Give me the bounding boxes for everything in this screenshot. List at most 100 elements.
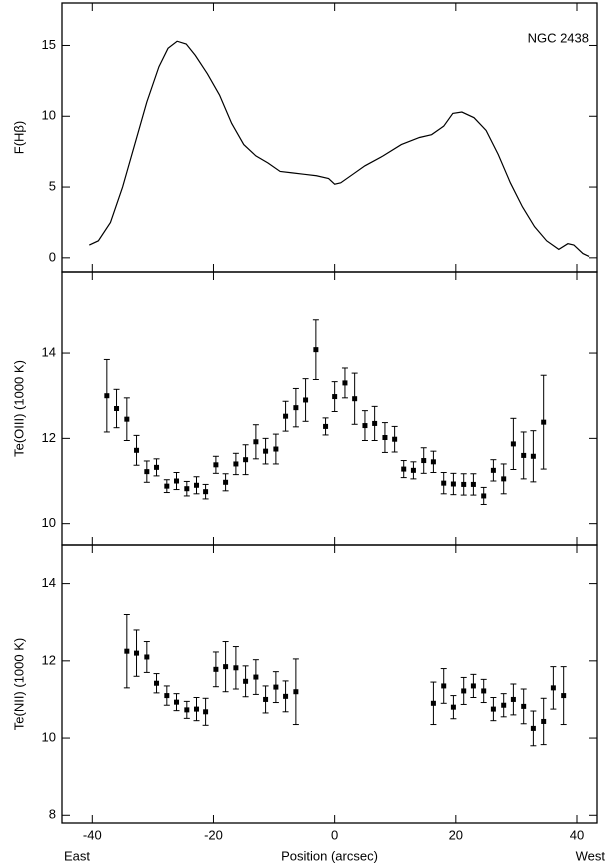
data-point: [273, 446, 279, 452]
data-point: [154, 680, 160, 686]
x-tick-label: -20: [204, 827, 223, 842]
data-point: [164, 483, 170, 489]
data-point: [382, 435, 388, 441]
data-point: [293, 689, 299, 695]
data-point: [352, 396, 358, 402]
x-annotation: West: [576, 848, 606, 863]
y-tick-label: 10: [42, 108, 56, 123]
data-point: [510, 441, 516, 447]
data-point: [481, 688, 487, 694]
y-tick-label: 12: [42, 652, 56, 667]
data-point: [213, 462, 219, 468]
data-point: [203, 709, 209, 715]
y-tick-label: 12: [42, 430, 56, 445]
data-point: [184, 486, 190, 492]
y-tick-label: 0: [49, 249, 56, 264]
x-tick-label: -40: [83, 827, 102, 842]
data-point: [174, 478, 180, 484]
x-axis-label: Position (arcsec): [281, 848, 378, 863]
data-point: [134, 447, 140, 453]
data-point: [174, 699, 180, 705]
data-point: [441, 480, 447, 486]
data-point: [450, 481, 456, 487]
y-tick-label: 14: [42, 575, 56, 590]
data-point: [104, 393, 110, 399]
data-point: [223, 664, 229, 670]
data-point: [263, 696, 269, 702]
data-point: [134, 650, 140, 656]
data-point: [233, 461, 239, 467]
data-point: [521, 452, 527, 458]
y-tick-label: 10: [42, 515, 56, 530]
panel-frame: [61, 544, 598, 824]
data-point: [541, 419, 547, 425]
data-point: [263, 448, 269, 454]
data-point: [194, 706, 200, 712]
data-point: [332, 394, 338, 400]
data-point: [501, 702, 507, 708]
data-point: [313, 347, 319, 353]
panel-frame: [61, 271, 598, 546]
x-tick-label: 0: [331, 827, 338, 842]
y-tick-label: 15: [42, 37, 56, 52]
data-point: [530, 453, 536, 459]
data-point: [283, 413, 289, 419]
data-point: [124, 416, 130, 422]
data-point: [164, 693, 170, 699]
data-point: [461, 688, 467, 694]
data-point: [323, 423, 329, 429]
data-point: [430, 459, 436, 465]
y-axis-label: Te(NII) (1000 K): [11, 638, 26, 730]
data-point: [490, 467, 496, 473]
y-tick-label: 8: [49, 807, 56, 822]
data-point: [510, 696, 516, 702]
data-point: [392, 436, 398, 442]
data-point: [470, 683, 476, 689]
data-point: [283, 693, 289, 699]
data-point: [530, 725, 536, 731]
data-point: [521, 703, 527, 709]
y-axis-label: F(Hβ): [11, 121, 26, 154]
data-point: [303, 397, 309, 403]
data-point: [243, 678, 249, 684]
data-point: [293, 405, 299, 411]
data-point: [410, 467, 416, 473]
data-point: [342, 380, 348, 386]
data-point: [273, 684, 279, 690]
data-point: [470, 481, 476, 487]
data-point: [441, 683, 447, 689]
data-point: [144, 469, 150, 475]
panel-frame: [61, 2, 598, 273]
data-point: [541, 718, 547, 724]
data-point: [243, 457, 249, 463]
data-point: [430, 700, 436, 706]
data-point: [184, 707, 190, 713]
data-point: [461, 481, 467, 487]
data-point: [124, 648, 130, 654]
y-tick-label: 10: [42, 729, 56, 744]
y-tick-label: 5: [49, 178, 56, 193]
data-point: [481, 493, 487, 499]
data-point: [253, 439, 259, 445]
data-point: [233, 665, 239, 671]
x-annotation: East: [64, 848, 90, 863]
data-point: [490, 706, 496, 712]
y-axis-label: Te(OIII) (1000 K): [11, 360, 26, 457]
data-point: [362, 423, 368, 429]
data-point: [501, 476, 507, 482]
data-point: [253, 674, 259, 680]
data-point: [114, 406, 120, 411]
x-tick-label: 40: [570, 827, 584, 842]
data-point: [550, 685, 556, 691]
data-point: [154, 464, 160, 470]
data-point: [421, 458, 427, 464]
data-point: [401, 466, 407, 472]
data-point: [144, 654, 150, 660]
x-tick-label: 20: [449, 827, 463, 842]
data-line: [89, 40, 590, 257]
data-point: [213, 666, 219, 672]
data-point: [194, 482, 200, 488]
annotation: NGC 2438: [528, 30, 589, 45]
y-tick-label: 14: [42, 344, 56, 359]
